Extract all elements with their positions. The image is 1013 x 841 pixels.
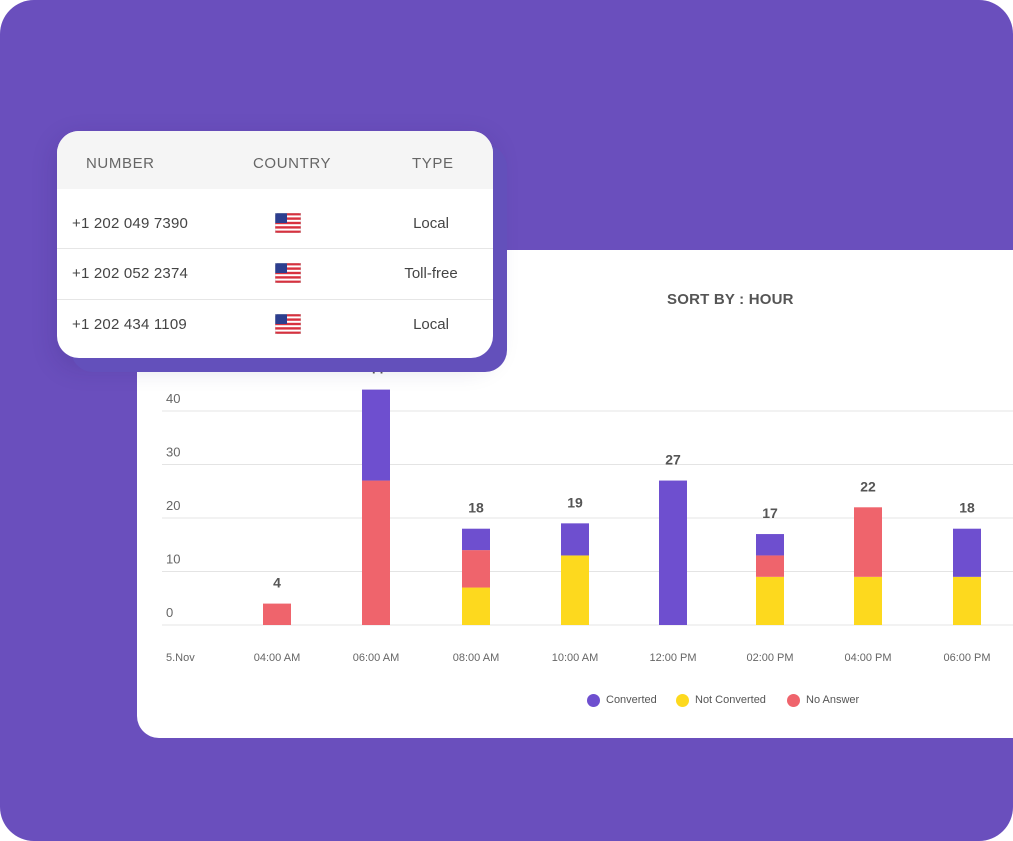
bar-total-label: 19: [567, 494, 583, 510]
sort-by-label[interactable]: SORT BY : HOUR: [667, 291, 794, 308]
x-tick-label: 12:00 PM: [649, 652, 696, 664]
us-flag-icon: [275, 263, 301, 283]
y-tick-label: 40: [166, 391, 180, 406]
us-flag-icon: [275, 314, 301, 334]
bar-segment: [362, 389, 390, 481]
header-number: NUMBER: [86, 155, 155, 172]
number-type: Toll-free: [404, 265, 458, 282]
bar-total-label: 17: [762, 505, 778, 521]
bar-total-label: 22: [860, 478, 876, 494]
y-tick-label: 30: [166, 445, 180, 460]
bar-segment: [561, 555, 589, 625]
bar-segment: [362, 480, 390, 625]
x-tick-label: 06:00 AM: [353, 652, 399, 664]
table-row[interactable]: +1 202 049 7390 Local: [57, 199, 493, 249]
bar-total-label: 4: [273, 575, 281, 591]
bar-segment: [462, 550, 490, 588]
table-row[interactable]: +1 202 434 1109 Local: [57, 299, 493, 350]
x-tick-label: 02:00 PM: [746, 652, 793, 664]
x-tick-label: 04:00 AM: [254, 652, 300, 664]
numbers-table-card: NUMBER COUNTRY TYPE +1 202 049 7390 Loca…: [57, 131, 493, 358]
bar-segment: [854, 576, 882, 625]
phone-number: +1 202 049 7390: [72, 215, 189, 232]
table-header: NUMBER COUNTRY TYPE: [57, 131, 493, 189]
bar-segment: [953, 528, 981, 577]
legend-dot-icon: [787, 694, 800, 707]
header-country: COUNTRY: [253, 155, 332, 172]
bar-total-label: 18: [468, 500, 484, 516]
bar-total-label: 27: [665, 452, 681, 468]
bar-segment: [756, 555, 784, 577]
bar-total-label: 44: [368, 361, 384, 377]
legend-dot-icon: [587, 694, 600, 707]
bar-segment: [659, 480, 687, 625]
bar-segment: [854, 507, 882, 577]
bar-segment: [756, 576, 784, 625]
bar-total-label: 18: [959, 500, 975, 516]
bar-segment: [953, 576, 981, 625]
bar-segment: [263, 603, 291, 625]
phone-number: +1 202 052 2374: [72, 265, 189, 282]
legend-dot-icon: [676, 694, 689, 707]
x-tick-label: 5.Nov: [166, 652, 195, 664]
x-tick-label: 04:00 PM: [844, 652, 891, 664]
header-type: TYPE: [412, 155, 454, 172]
stacked-bar-chart: 0 10 20 30 40 5.Nov 4 04:00 AM 44 06:00 AM 18 08:00…: [162, 361, 1013, 664]
table-row[interactable]: +1 202 052 2374 Toll-free: [57, 248, 493, 299]
bar-segment: [561, 523, 589, 556]
us-flag-icon: [275, 213, 301, 233]
legend-label: No Answer: [806, 694, 860, 706]
y-tick-label: 10: [166, 552, 180, 567]
number-type: Local: [413, 316, 449, 333]
number-type: Local: [413, 215, 449, 232]
x-tick-label: 10:00 AM: [552, 652, 598, 664]
bar-segment: [462, 587, 490, 625]
bar-segment: [756, 534, 784, 556]
x-tick-label: 06:00 PM: [943, 652, 990, 664]
phone-number: +1 202 434 1109: [72, 316, 187, 333]
y-tick-label: 0: [166, 605, 173, 620]
x-tick-label: 08:00 AM: [453, 652, 499, 664]
bar-segment: [462, 528, 490, 551]
legend-label: Converted: [606, 694, 657, 706]
legend-label: Not Converted: [695, 694, 766, 706]
y-tick-label: 20: [166, 498, 180, 513]
